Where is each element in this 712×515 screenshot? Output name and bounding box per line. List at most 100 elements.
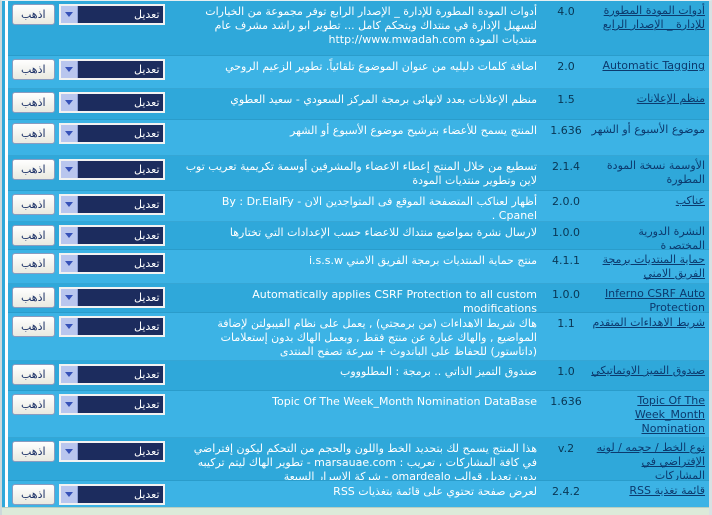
- product-title-link[interactable]: Automatic Tagging: [602, 59, 705, 72]
- action-select[interactable]: تعديل: [58, 364, 165, 385]
- product-version: 1.0.0: [552, 226, 580, 239]
- product-title-link[interactable]: قائمة تغذية RSS: [629, 484, 705, 497]
- go-button[interactable]: اذهب: [12, 253, 55, 274]
- go-button[interactable]: اذهب: [12, 123, 55, 144]
- product-title-link[interactable]: نوع الخط / حجمه / لونه الإفتراضي في المش…: [596, 441, 705, 481]
- product-row: موضوع الأسبوع أو الشهر 1.636 المنتج يسمح…: [8, 120, 709, 156]
- chevron-down-icon[interactable]: [60, 6, 78, 23]
- go-button[interactable]: اذهب: [12, 4, 55, 25]
- product-title-cell: صندوق التميز الاوتماتيكي: [589, 361, 709, 380]
- go-button[interactable]: اذهب: [12, 364, 55, 385]
- product-title-cell: موضوع الأسبوع أو الشهر: [589, 120, 709, 139]
- product-title-cell: Automatic Tagging: [589, 56, 709, 75]
- product-description: هاك شريط الاهداءات (من برمجتي) , يعمل عل…: [217, 317, 537, 358]
- action-select-value: تعديل: [134, 127, 160, 140]
- product-title-cell: قائمة تغذية RSS: [589, 481, 709, 500]
- product-title-link[interactable]: منظم الإعلانات: [636, 92, 705, 105]
- product-description: Topic Of The Week_Month Nomination DataB…: [272, 395, 537, 408]
- chevron-down-icon[interactable]: [60, 318, 78, 335]
- product-title-link[interactable]: حماية المنتديات برمجة الفريق الامني: [602, 253, 705, 280]
- product-version: 1.5: [557, 93, 575, 106]
- product-row: منظم الإعلانات 1.5 منظم الإعلانات بعدد ل…: [8, 89, 709, 120]
- action-select-value: تعديل: [134, 257, 160, 270]
- action-select-value: تعديل: [134, 445, 160, 458]
- action-select[interactable]: تعديل: [58, 59, 165, 80]
- chevron-down-icon[interactable]: [60, 161, 78, 178]
- action-select[interactable]: تعديل: [58, 484, 165, 505]
- product-description: منتج حماية المنتديات برمجة الفريق الامني…: [308, 254, 537, 267]
- product-version: 1.0: [557, 365, 575, 378]
- chevron-down-icon[interactable]: [60, 486, 78, 503]
- action-select[interactable]: تعديل: [58, 123, 165, 144]
- go-button[interactable]: اذهب: [12, 287, 55, 308]
- chevron-down-icon[interactable]: [60, 94, 78, 111]
- go-button[interactable]: اذهب: [12, 441, 55, 462]
- go-button[interactable]: اذهب: [12, 59, 55, 80]
- action-select[interactable]: تعديل: [58, 287, 165, 308]
- product-row: قائمة تغذية RSS 2.4.2 لعرض صفحة تحتوي عل…: [8, 481, 709, 509]
- product-row: عناكب 2.0.0 أظهار لعناكب المتصفحة الموقع…: [8, 191, 709, 222]
- action-select[interactable]: تعديل: [58, 92, 165, 113]
- go-button[interactable]: اذهب: [12, 484, 55, 505]
- product-version: 1.0.0: [552, 288, 580, 301]
- product-title-link[interactable]: عناكب: [675, 194, 705, 207]
- product-controls: اذهب تعديل: [8, 1, 176, 25]
- product-controls: اذهب تعديل: [8, 120, 176, 144]
- product-title-cell: شريط الاهداءات المتقدم: [589, 313, 709, 332]
- chevron-down-icon[interactable]: [60, 289, 78, 306]
- product-row: Topic Of The Week_Month Nomination DataB…: [8, 391, 709, 438]
- go-button[interactable]: اذهب: [12, 159, 55, 180]
- product-title-link[interactable]: Inferno CSRF Auto Protection: [604, 287, 705, 313]
- chevron-down-icon[interactable]: [60, 255, 78, 272]
- product-row: نوع الخط / حجمه / لونه الإفتراضي في المش…: [8, 438, 709, 481]
- chevron-down-icon[interactable]: [60, 61, 78, 78]
- product-title-link[interactable]: شريط الاهداءات المتقدم: [592, 316, 705, 329]
- product-title-link[interactable]: أدوات المودة المطورة للإدارة _ الإصدار ا…: [602, 4, 705, 31]
- chevron-down-icon[interactable]: [60, 443, 78, 460]
- product-row: صندوق التميز الاوتماتيكي 1.0 صندوق التمي…: [8, 361, 709, 391]
- product-row: الأوسمة نسخة المودة المطورة 2.1.4 تسطيع …: [8, 156, 709, 191]
- go-button[interactable]: اذهب: [12, 394, 55, 415]
- product-version: 4.1.1: [552, 254, 580, 267]
- chevron-down-icon[interactable]: [60, 125, 78, 142]
- action-select[interactable]: تعديل: [58, 225, 165, 246]
- chevron-down-icon[interactable]: [60, 396, 78, 413]
- action-select[interactable]: تعديل: [58, 394, 165, 415]
- go-button[interactable]: اذهب: [12, 225, 55, 246]
- product-title-cell: عناكب: [589, 191, 709, 210]
- product-description: اضافة كلمات دليليه من عنوان الموضوع تلقا…: [225, 60, 537, 73]
- product-description: أدوات المودة المطورة للإدارة _ الإصدار ا…: [205, 5, 537, 46]
- action-select-value: تعديل: [134, 96, 160, 109]
- go-button[interactable]: اذهب: [12, 316, 55, 337]
- product-controls: اذهب تعديل: [8, 250, 176, 274]
- action-select[interactable]: تعديل: [58, 441, 165, 462]
- product-title-cell: Topic Of The Week_Month Nomination DataB…: [589, 391, 709, 437]
- action-select-value: تعديل: [134, 398, 160, 411]
- product-title-link[interactable]: Topic Of The Week_Month Nomination DataB…: [634, 394, 705, 437]
- product-title-cell: الأوسمة نسخة المودة المطورة: [589, 156, 709, 189]
- product-title-cell: حماية المنتديات برمجة الفريق الامني: [589, 250, 709, 283]
- chevron-down-icon[interactable]: [60, 227, 78, 244]
- product-version: 2.0: [557, 60, 575, 73]
- product-controls: اذهب تعديل: [8, 438, 176, 462]
- action-select[interactable]: تعديل: [58, 253, 165, 274]
- product-title-cell: أدوات المودة المطورة للإدارة _ الإصدار ا…: [589, 1, 709, 34]
- action-select-value: تعديل: [134, 488, 160, 501]
- action-select[interactable]: تعديل: [58, 4, 165, 25]
- chevron-down-icon[interactable]: [60, 196, 78, 213]
- product-version: 2.1.4: [552, 160, 580, 173]
- product-title-cell: النشرة الدورية المختصرة: [589, 222, 709, 249]
- product-title-link[interactable]: صندوق التميز الاوتماتيكي: [591, 364, 705, 377]
- window-bottom-edge: [2, 507, 709, 515]
- product-title-cell: نوع الخط / حجمه / لونه الإفتراضي في المش…: [589, 438, 709, 481]
- product-description: تسطيع من خلال المنتج إعطاء الاعضاء والمش…: [185, 160, 537, 187]
- action-select[interactable]: تعديل: [58, 159, 165, 180]
- chevron-down-icon[interactable]: [60, 366, 78, 383]
- action-select[interactable]: تعديل: [58, 194, 165, 215]
- product-version: 1.636: [550, 395, 582, 408]
- go-button[interactable]: اذهب: [12, 92, 55, 113]
- action-select[interactable]: تعديل: [58, 316, 165, 337]
- go-button[interactable]: اذهب: [12, 194, 55, 215]
- action-select-value: تعديل: [134, 163, 160, 176]
